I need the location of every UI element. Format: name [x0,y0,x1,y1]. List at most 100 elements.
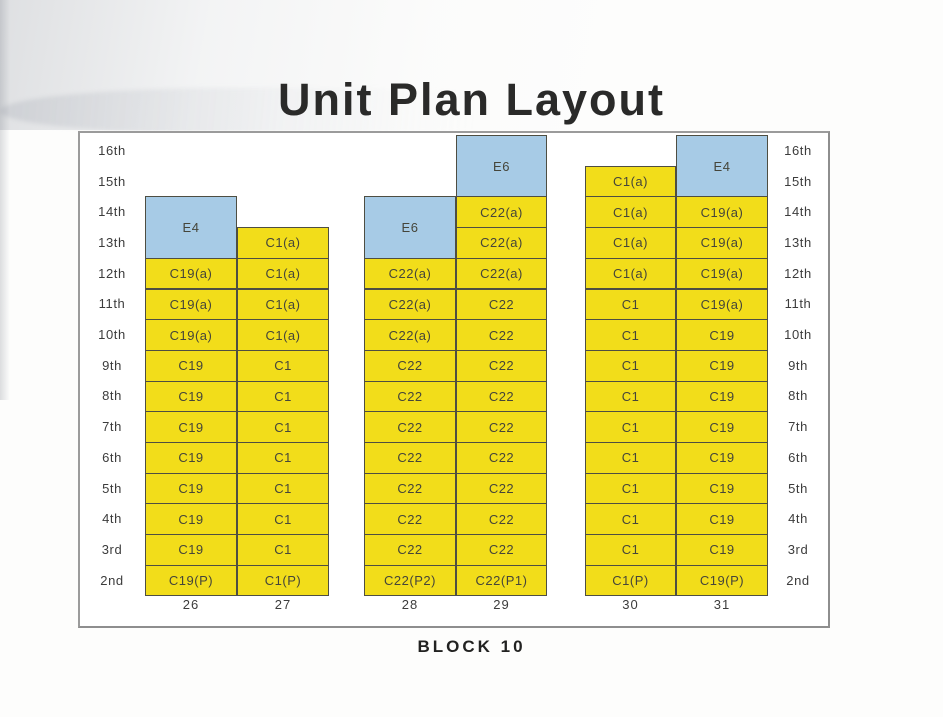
floor-label-right: 6th [788,449,808,465]
floor-label-left: 11th [98,296,126,312]
unit-cell: E6 [456,135,547,198]
unit-cell: C19 [145,380,237,413]
unit-cell: C1(a) [237,227,329,259]
unit-cell: C1 [585,534,676,566]
stack-number: 28 [401,596,419,612]
unit-cell: C19 [676,349,768,382]
unit-cell: E6 [364,196,456,259]
unit-cell: C22 [456,288,547,321]
unit-cell: C1 [237,411,329,443]
unit-cell: C1 [237,349,329,382]
unit-cell: C1(a) [585,196,676,229]
unit-cell: C19(a) [145,288,237,321]
unit-cell: C1 [585,380,676,413]
unit-cell: C1(a) [237,288,329,321]
unit-cell: C19 [676,472,768,505]
unit-cell: C22(a) [364,257,456,290]
unit-cell: C1 [585,503,676,536]
unit-cell: C1 [237,380,329,413]
unit-cell: C1(a) [585,165,676,198]
unit-cell: C22 [456,319,547,351]
unit-cell: C22 [364,442,456,474]
unit-cell: C19 [145,534,237,566]
floor-label-left: 15th [98,173,126,189]
unit-cell: C1 [237,534,329,566]
unit-cell: C22(a) [364,319,456,351]
unit-cell: C19(a) [676,288,768,321]
unit-cell: C19(a) [676,227,768,259]
unit-cell: C1(a) [585,227,676,259]
unit-cell: C19(P) [676,564,768,597]
unit-cell: C22 [364,380,456,413]
floor-label-left: 12th [98,265,126,281]
unit-cell: C22 [456,349,547,382]
unit-cell: C22(a) [364,288,456,321]
floor-label-right: 10th [784,327,812,343]
unit-cell: C19 [145,503,237,536]
stack-number: 29 [493,596,510,612]
floor-label-right: 11th [784,296,812,312]
unit-cell: C19(a) [676,196,768,229]
unit-cell: C22(a) [456,196,547,229]
unit-cell: C19 [145,442,237,474]
unit-cell: C22 [456,442,547,474]
unit-cell: C1(P) [237,564,329,597]
floor-label-left: 4th [102,511,122,527]
unit-cell: C19 [676,534,768,566]
unit-cell: C1 [585,319,676,351]
unit-plan-frame: 16th 16th 15th 15th 14th 14th 13th 13th 12th 12th… [78,131,830,628]
page-title: Unit Plan Layout [277,74,665,126]
floor-label-right: 13th [784,234,812,250]
unit-cell: C19(P) [145,564,237,597]
scan-edge-shadow [0,0,10,400]
unit-cell: C1 [237,503,329,536]
floor-label-right: 8th [788,388,808,404]
floor-label-left: 2nd [100,572,124,588]
unit-cell: C22 [364,349,456,382]
unit-cell: C19 [676,503,768,536]
unit-cell: C1(a) [585,257,676,290]
unit-cell: C19(a) [145,319,237,351]
unit-cell: C1 [585,442,676,474]
unit-cell: C22 [364,411,456,443]
unit-cell: E4 [145,196,237,259]
floor-label-left: 10th [98,327,126,343]
unit-cell: C22 [456,411,547,443]
unit-cell: C19(a) [676,257,768,290]
unit-cell: C1 [237,442,329,474]
floor-label-left: 7th [102,419,122,435]
unit-cell: C19 [676,319,768,351]
floor-label-left: 5th [102,480,122,496]
unit-cell: C1(a) [237,257,329,290]
unit-cell: C19 [145,472,237,505]
unit-cell: C19 [676,442,768,474]
unit-cell: C22(a) [456,227,547,259]
floor-label-right: 9th [788,357,808,373]
floor-label-left: 13th [98,234,126,250]
unit-cell: C19(a) [145,257,237,290]
unit-cell: C1 [585,349,676,382]
unit-cell: C1(a) [237,319,329,351]
floor-label-right: 3rd [787,541,809,557]
floor-label-left: 3rd [101,541,123,557]
floor-label-right: 7th [788,419,808,435]
floor-label-left: 9th [102,357,122,373]
unit-cell: C19 [676,411,768,443]
floor-label-right: 12th [784,265,812,281]
unit-cell: C22 [456,503,547,536]
floor-label-left: 16th [98,142,126,158]
unit-cell: C22 [364,472,456,505]
stack-number: 26 [182,596,200,612]
unit-cell: C19 [145,349,237,382]
stack-number: 27 [274,596,292,612]
floor-label-right: 5th [788,480,808,496]
floor-label-right: 2nd [786,572,810,588]
floor-label-right: 15th [784,173,812,189]
floor-label-left: 14th [98,204,126,220]
stack-number: 30 [622,596,639,612]
block-label: BLOCK 10 [417,637,526,656]
unit-cell: E4 [676,135,768,198]
unit-cell: C1 [585,472,676,505]
floor-label-left: 6th [102,449,122,465]
unit-cell: C19 [145,411,237,443]
